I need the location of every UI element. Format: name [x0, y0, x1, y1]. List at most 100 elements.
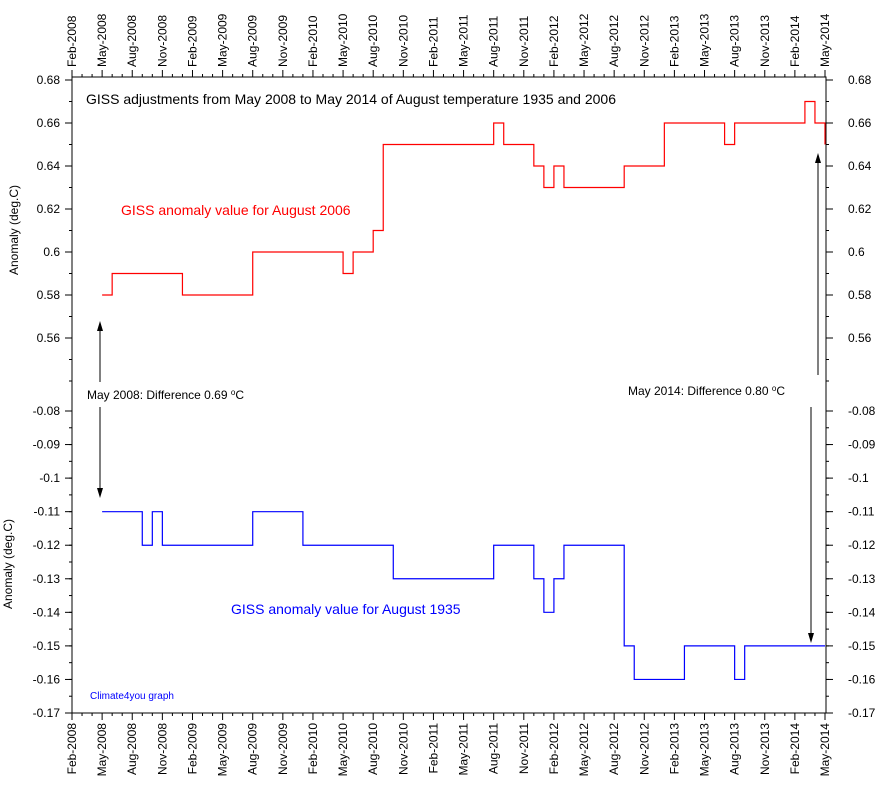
x-tick-label-top: May-2011 — [457, 14, 471, 67]
y-tick-label-left: -0.12 — [33, 538, 61, 552]
y-tick-label-left: -0.08 — [33, 404, 61, 418]
x-tick-label-bottom: May-2009 — [216, 723, 230, 777]
x-tick-label-bottom: Aug-2013 — [728, 723, 742, 775]
x-tick-label-top: Nov-2010 — [396, 15, 410, 67]
x-tick-label-bottom: Feb-2009 — [185, 723, 199, 775]
x-tick-label-bottom: May-2012 — [577, 723, 591, 777]
x-tick-label-top: May-2014 — [818, 13, 832, 67]
x-tick-label-bottom: Nov-2010 — [396, 723, 410, 775]
y-axis-label-upper: Anomaly (deg.C) — [7, 185, 21, 275]
x-tick-label-top: Nov-2009 — [276, 15, 290, 67]
x-tick-label-bottom: Nov-2011 — [517, 723, 531, 774]
y-tick-label-left: -0.16 — [33, 672, 61, 686]
y-tick-label-right: -0.16 — [848, 672, 876, 686]
y-tick-label-right: 0.56 — [848, 331, 872, 345]
x-tick-label-bottom: Aug-2011 — [487, 723, 501, 774]
x-tick-label-top: Nov-2013 — [758, 15, 772, 67]
y-tick-label-left: 0.6 — [43, 245, 60, 259]
y-axis-label-lower: Anomaly (deg.C) — [1, 519, 15, 609]
x-tick-label-bottom: Aug-2010 — [366, 723, 380, 775]
x-tick-label-top: Feb-2012 — [547, 15, 561, 67]
x-axis-labels-top: Feb-2008 May-2008 Aug-2008 Nov-2008 Feb-2009… — [65, 13, 832, 67]
y-tick-label-left: -0.13 — [33, 572, 61, 586]
y-tick-label-left: -0.11 — [34, 505, 61, 519]
x-tick-label-bottom: Nov-2013 — [758, 723, 772, 775]
y-tick-label-right: -0.08 — [848, 404, 876, 418]
x-tick-label-top: Feb-2009 — [185, 15, 199, 67]
y-tick-label-right: -0.15 — [848, 639, 876, 653]
y-tick-label-left: -0.09 — [33, 438, 61, 452]
arrowhead-may2014-up — [815, 153, 821, 163]
plot-frame — [71, 76, 827, 714]
x-tick-label-top: Aug-2009 — [246, 15, 260, 67]
y-tick-label-right: -0.13 — [848, 572, 876, 586]
y-tick-label-left: -0.15 — [33, 639, 61, 653]
x-tick-label-top: Aug-2013 — [728, 15, 742, 67]
x-tick-label-top: Feb-2014 — [788, 15, 802, 67]
annotation-august-2006: GISS anomaly value for August 2006 — [121, 202, 351, 218]
y-tick-label-right: -0.09 — [848, 438, 876, 452]
x-tick-label-top: Aug-2011 — [487, 16, 501, 67]
arrowhead-may2014-down — [808, 633, 814, 643]
x-tick-label-bottom: May-2014 — [818, 723, 832, 777]
y-tick-label-right: 0.64 — [848, 159, 872, 173]
x-tick-label-top: May-2013 — [698, 13, 712, 67]
difference-label-left: May 2008: Difference 0.69 oC — [87, 388, 244, 402]
series-line — [102, 100, 826, 296]
y-tick-label-left: 0.56 — [37, 331, 61, 345]
x-tick-label-bottom: Feb-2014 — [788, 723, 802, 775]
x-tick-label-top: Nov-2008 — [155, 15, 169, 67]
y-tick-label-right: 0.62 — [848, 202, 872, 216]
y-tick-label-left: 0.62 — [37, 202, 61, 216]
x-tick-label-bottom: Feb-2010 — [306, 723, 320, 775]
y-tick-label-right: 0.58 — [848, 288, 872, 302]
x-tick-label-top: May-2012 — [577, 13, 591, 67]
arrowhead-may2008-up — [97, 321, 103, 331]
annotation-august-1935: GISS anomaly value for August 1935 — [231, 601, 461, 617]
x-tick-label-bottom: Aug-2009 — [246, 723, 260, 775]
series-line — [102, 511, 825, 681]
y-tick-label-left: 0.68 — [37, 73, 61, 87]
y-tick-label-left: 0.66 — [37, 116, 61, 130]
x-axis-labels-bottom: Feb-2008 May-2008 Aug-2008 Nov-2008 Feb-2009… — [65, 723, 832, 777]
x-tick-label-bottom: May-2008 — [95, 723, 109, 777]
chart-title: GISS adjustments from May 2008 to May 20… — [86, 91, 616, 107]
x-tick-label-bottom: May-2013 — [698, 723, 712, 777]
x-tick-label-top: Feb-2013 — [667, 15, 681, 67]
x-tick-label-bottom: Aug-2012 — [607, 723, 621, 775]
x-tick-label-bottom: Aug-2008 — [125, 723, 139, 775]
x-tick-label-top: Feb-2008 — [65, 15, 79, 67]
y-tick-label-left: -0.17 — [33, 706, 61, 720]
x-tick-label-top: Aug-2010 — [366, 15, 380, 67]
x-tick-label-top: May-2008 — [95, 13, 109, 67]
x-tick-label-bottom: Feb-2012 — [547, 723, 561, 775]
x-tick-label-top: Feb-2011 — [426, 16, 440, 67]
x-tick-label-bottom: May-2010 — [336, 723, 350, 777]
y-tick-label-right: -0.11 — [848, 505, 875, 519]
x-tick-label-bottom: Feb-2008 — [65, 723, 79, 775]
arrowhead-may2008-down — [97, 488, 103, 498]
y-tick-label-right: 0.6 — [848, 245, 865, 259]
x-tick-label-bottom: Feb-2013 — [667, 723, 681, 775]
x-tick-label-top: Nov-2011 — [517, 16, 531, 67]
y-tick-label-right: -0.1 — [848, 471, 869, 485]
x-tick-label-bottom: Nov-2012 — [637, 723, 651, 775]
x-tick-label-top: Aug-2012 — [607, 15, 621, 67]
y-tick-label-left: 0.64 — [37, 159, 61, 173]
x-tick-label-bottom: Feb-2011 — [426, 723, 440, 774]
y-tick-label-left: -0.1 — [39, 471, 60, 485]
difference-arrows — [97, 153, 821, 643]
y-tick-label-left: 0.58 — [37, 288, 61, 302]
x-tick-label-bottom: Nov-2009 — [276, 723, 290, 775]
x-tick-label-top: Nov-2012 — [637, 15, 651, 67]
x-tick-label-bottom: Nov-2008 — [155, 723, 169, 775]
x-tick-label-top: May-2010 — [336, 13, 350, 67]
y-tick-label-right: 0.66 — [848, 116, 872, 130]
y-tick-label-right: -0.12 — [848, 538, 876, 552]
y-tick-label-right: -0.17 — [848, 706, 876, 720]
x-tick-label-top: Aug-2008 — [125, 15, 139, 67]
upper-panel: 0.56 0.56 0.58 0.58 0.6 0.6 0.62 0.62 0.64 0.64 0.… — [37, 73, 872, 382]
x-tick-label-bottom: May-2011 — [457, 723, 471, 776]
climate4you-credit: Climate4you graph — [90, 691, 174, 702]
